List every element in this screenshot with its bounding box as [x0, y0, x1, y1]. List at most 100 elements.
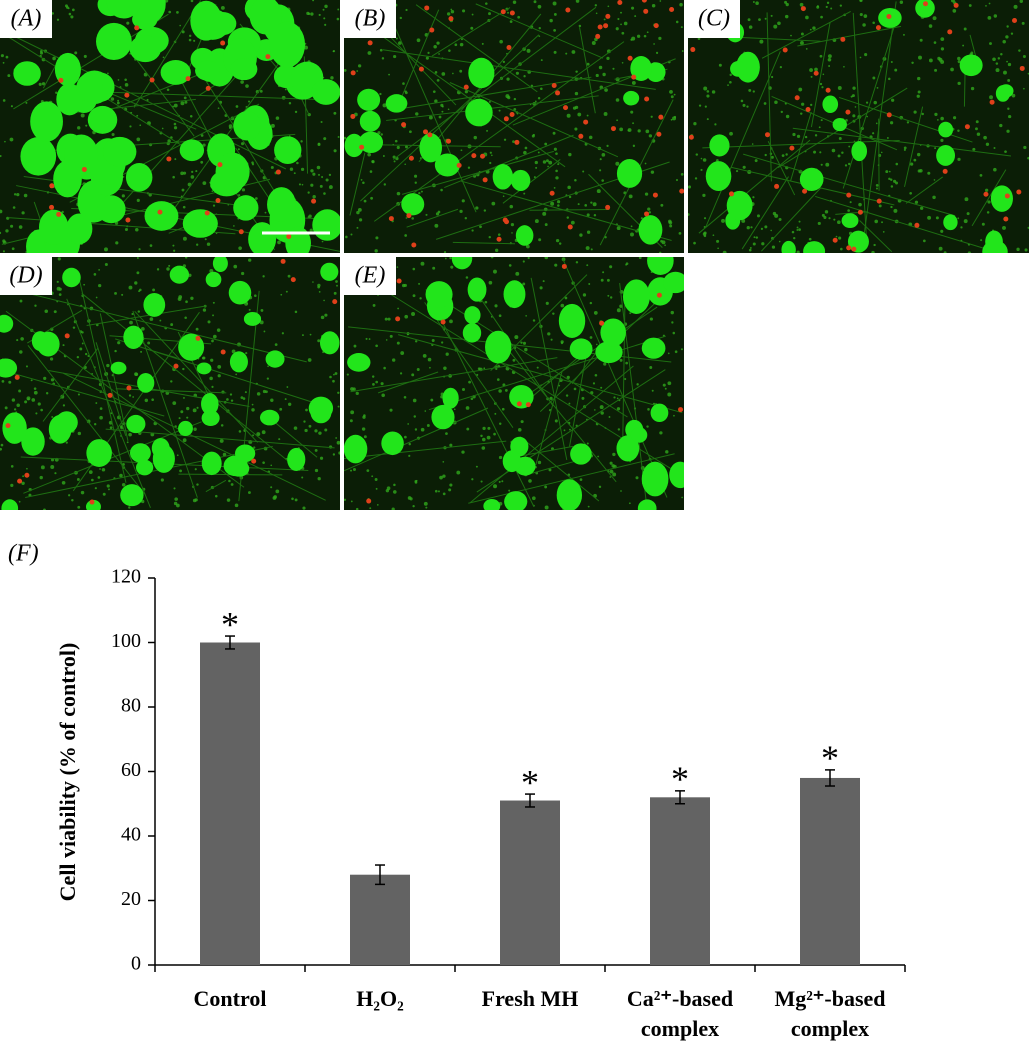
speck	[553, 2, 557, 6]
speck	[209, 377, 213, 381]
speck	[612, 473, 616, 477]
speck	[561, 342, 563, 344]
cell	[206, 272, 222, 287]
speck	[591, 248, 593, 250]
speck	[616, 119, 618, 121]
speck	[564, 429, 566, 431]
speck	[917, 95, 920, 98]
dead-cell	[503, 218, 508, 223]
dead-cell	[501, 9, 506, 14]
speck	[443, 367, 446, 370]
neurite	[964, 73, 965, 107]
speck	[324, 428, 327, 431]
cell	[39, 210, 68, 245]
speck	[345, 236, 348, 239]
cell	[178, 421, 193, 436]
speck	[85, 353, 87, 355]
speck	[104, 247, 108, 251]
speck	[174, 158, 176, 160]
speck	[1003, 71, 1007, 75]
speck	[78, 393, 80, 395]
speck	[454, 43, 457, 46]
speck	[977, 132, 980, 135]
speck	[633, 145, 635, 147]
speck	[394, 160, 396, 162]
speck	[989, 3, 991, 5]
speck	[755, 159, 758, 162]
dead-cell	[126, 385, 131, 390]
speck	[174, 502, 177, 505]
speck	[270, 399, 273, 402]
speck	[450, 266, 453, 269]
speck	[1023, 55, 1026, 58]
speck	[320, 457, 323, 460]
speck	[765, 18, 767, 20]
dead-cell	[783, 47, 788, 52]
speck	[993, 168, 997, 172]
speck	[559, 242, 561, 244]
speck	[629, 312, 631, 314]
x-tick-label: H₂O₂	[356, 986, 404, 1011]
speck	[337, 392, 339, 394]
cell	[663, 272, 688, 293]
speck	[208, 320, 211, 323]
speck	[533, 134, 535, 136]
speck	[126, 22, 129, 25]
speck	[317, 166, 321, 170]
speck	[415, 340, 417, 342]
speck	[494, 304, 497, 307]
speck	[809, 238, 812, 241]
speck	[372, 383, 375, 386]
micrograph: (B)	[344, 0, 685, 254]
speck	[218, 374, 221, 377]
speck	[380, 49, 383, 52]
speck	[82, 343, 84, 345]
speck	[221, 424, 224, 427]
speck	[468, 381, 471, 384]
speck	[182, 189, 185, 192]
speck	[451, 10, 454, 13]
cell	[53, 161, 82, 198]
dead-cell	[965, 124, 970, 129]
speck	[887, 137, 889, 139]
speck	[651, 116, 653, 118]
speck	[257, 392, 261, 396]
speck	[308, 358, 312, 362]
speck	[461, 149, 463, 151]
speck	[741, 100, 744, 103]
dead-cell	[82, 167, 87, 172]
speck	[6, 56, 9, 59]
speck	[78, 432, 81, 435]
speck	[195, 170, 197, 172]
speck	[319, 291, 321, 293]
speck	[400, 351, 404, 355]
dead-cell	[423, 129, 428, 134]
significance-marker: *	[671, 759, 689, 799]
speck	[482, 446, 486, 450]
speck	[1016, 248, 1019, 251]
speck	[927, 172, 930, 175]
dead-cell	[833, 238, 838, 243]
speck	[128, 506, 130, 508]
speck	[770, 230, 772, 232]
speck	[813, 151, 816, 154]
speck	[607, 279, 610, 282]
speck	[629, 195, 633, 199]
dead-cell	[562, 264, 567, 269]
speck	[71, 499, 73, 501]
speck	[574, 127, 577, 130]
cell	[623, 91, 639, 106]
speck	[212, 190, 214, 192]
speck	[632, 122, 634, 124]
speck	[647, 408, 650, 411]
speck	[544, 486, 547, 489]
speck	[989, 42, 992, 45]
speck	[125, 228, 128, 231]
speck	[440, 189, 443, 192]
dead-cell	[134, 25, 139, 30]
speck	[1002, 40, 1005, 43]
speck	[812, 26, 815, 29]
speck	[507, 12, 509, 14]
dead-cell	[5, 423, 10, 428]
